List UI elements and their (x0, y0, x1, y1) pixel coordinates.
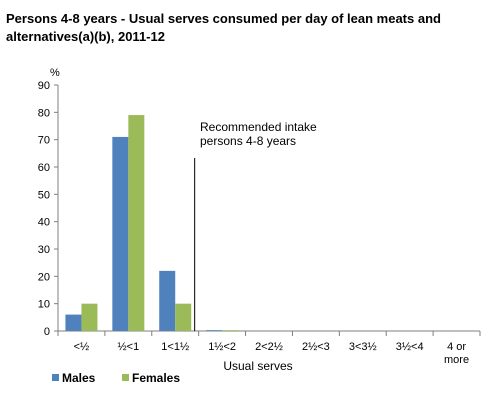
y-tick-label: 60 (38, 162, 50, 174)
y-tick-label: 40 (38, 217, 50, 229)
x-tick-label: <½ (74, 341, 90, 353)
legend-swatch-males (52, 374, 59, 381)
bar-females-1 (128, 115, 145, 331)
y-tick-label: 20 (38, 271, 50, 283)
legend-label-females: Females (132, 371, 180, 385)
x-axis-title: Usual serves (223, 359, 292, 373)
y-axis-label: % (50, 67, 60, 79)
y-tick-label: 0 (44, 326, 50, 338)
bar-males-1 (112, 136, 129, 331)
bar-males-0 (65, 314, 82, 331)
y-tick-label: 80 (38, 107, 50, 119)
legend-label-males: Males (62, 371, 96, 385)
bar-females-0 (81, 303, 98, 331)
x-tick-label: 3½<4 (396, 341, 424, 353)
recommended-intake-label: Recommended intake persons 4-8 years (200, 120, 317, 148)
x-tick-label: 3<3½ (349, 341, 377, 353)
x-tick-label: ½<1 (117, 341, 139, 353)
y-tick-label: 30 (38, 244, 50, 256)
legend-swatch-females (122, 374, 129, 381)
x-tick-label: 2<2½ (255, 341, 283, 353)
y-tick-label: 70 (38, 135, 50, 147)
y-tick-label: 10 (38, 299, 50, 311)
bar-females-3 (222, 330, 239, 331)
bar-females-2 (175, 303, 192, 331)
y-tick-label: 50 (38, 189, 50, 201)
chart-title: Persons 4-8 years - Usual serves consume… (6, 11, 441, 44)
y-tick-label: 90 (38, 80, 50, 92)
bar-males-3 (206, 330, 223, 331)
x-tick-label: 4 or more (444, 341, 469, 366)
x-tick-label: 1<1½ (161, 341, 189, 353)
x-tick-label: 2½<3 (302, 341, 330, 353)
bar-males-2 (159, 270, 176, 331)
x-tick-label: 1½<2 (208, 341, 236, 353)
